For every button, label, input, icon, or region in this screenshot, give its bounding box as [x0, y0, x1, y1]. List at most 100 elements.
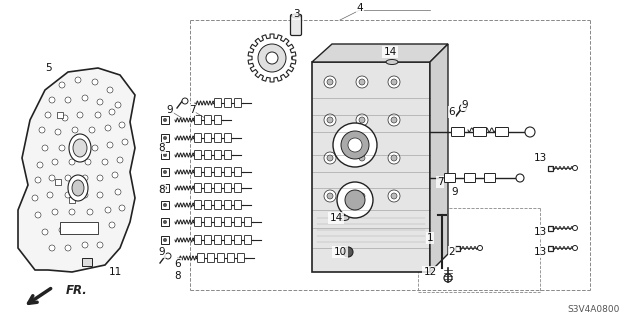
Bar: [548, 166, 553, 170]
FancyBboxPatch shape: [225, 218, 232, 226]
Circle shape: [55, 129, 61, 135]
Circle shape: [391, 117, 397, 123]
Text: 9: 9: [452, 187, 458, 197]
Text: 5: 5: [45, 63, 51, 73]
FancyBboxPatch shape: [214, 133, 221, 143]
Bar: [312, 62, 430, 272]
Circle shape: [341, 131, 369, 159]
FancyBboxPatch shape: [207, 254, 214, 263]
Text: 7: 7: [436, 177, 444, 187]
Circle shape: [345, 190, 365, 210]
Circle shape: [573, 246, 577, 250]
Text: 4: 4: [356, 3, 364, 13]
Circle shape: [391, 79, 397, 85]
Circle shape: [327, 155, 333, 161]
FancyBboxPatch shape: [214, 167, 221, 176]
Circle shape: [359, 79, 365, 85]
Bar: [161, 168, 169, 176]
Circle shape: [388, 190, 400, 202]
FancyBboxPatch shape: [225, 183, 232, 192]
Circle shape: [248, 34, 296, 82]
Circle shape: [97, 192, 103, 198]
Bar: [161, 116, 169, 124]
Bar: [161, 134, 169, 142]
Circle shape: [92, 225, 98, 231]
Text: 6: 6: [449, 107, 455, 117]
Circle shape: [82, 95, 88, 101]
Text: 14: 14: [383, 47, 397, 57]
Circle shape: [122, 139, 128, 145]
FancyBboxPatch shape: [244, 218, 252, 226]
Ellipse shape: [292, 14, 300, 18]
Circle shape: [59, 82, 65, 88]
FancyBboxPatch shape: [225, 133, 232, 143]
FancyBboxPatch shape: [214, 115, 221, 124]
Bar: [60, 222, 98, 234]
FancyBboxPatch shape: [195, 218, 202, 226]
FancyBboxPatch shape: [214, 151, 221, 160]
Polygon shape: [430, 44, 448, 272]
Circle shape: [388, 76, 400, 88]
Circle shape: [105, 207, 111, 213]
Text: 13: 13: [533, 247, 547, 257]
FancyBboxPatch shape: [451, 128, 465, 137]
Circle shape: [163, 186, 167, 190]
Text: FR.: FR.: [66, 284, 88, 296]
FancyBboxPatch shape: [225, 201, 232, 210]
Bar: [82, 258, 92, 266]
Circle shape: [52, 159, 58, 165]
Circle shape: [327, 79, 333, 85]
Text: 9: 9: [166, 105, 173, 115]
Ellipse shape: [73, 139, 87, 157]
Circle shape: [107, 142, 113, 148]
FancyBboxPatch shape: [234, 201, 241, 210]
FancyBboxPatch shape: [495, 128, 509, 137]
Circle shape: [89, 127, 95, 133]
FancyBboxPatch shape: [195, 201, 202, 210]
Text: 13: 13: [533, 153, 547, 163]
FancyBboxPatch shape: [205, 235, 211, 244]
Circle shape: [62, 115, 68, 121]
Circle shape: [87, 209, 93, 215]
Bar: [548, 246, 553, 250]
Bar: [161, 236, 169, 244]
Text: 8: 8: [159, 185, 165, 195]
Text: 9: 9: [159, 247, 165, 257]
FancyBboxPatch shape: [205, 218, 211, 226]
Circle shape: [37, 162, 43, 168]
Circle shape: [42, 229, 48, 235]
Circle shape: [49, 245, 55, 251]
Circle shape: [109, 222, 115, 228]
Text: 12: 12: [424, 267, 436, 277]
FancyBboxPatch shape: [195, 133, 202, 143]
Ellipse shape: [68, 175, 88, 201]
Circle shape: [65, 97, 71, 103]
Circle shape: [59, 145, 65, 151]
Circle shape: [47, 192, 53, 198]
Bar: [161, 151, 169, 159]
Circle shape: [266, 52, 278, 64]
Circle shape: [92, 79, 98, 85]
Circle shape: [115, 189, 121, 195]
Circle shape: [92, 145, 98, 151]
Circle shape: [69, 159, 75, 165]
Circle shape: [75, 142, 81, 148]
Text: 13: 13: [533, 227, 547, 237]
Bar: [55, 179, 61, 185]
Circle shape: [163, 220, 167, 224]
Circle shape: [324, 152, 336, 164]
Circle shape: [348, 138, 362, 152]
Ellipse shape: [339, 216, 349, 220]
FancyBboxPatch shape: [445, 174, 456, 182]
Circle shape: [39, 127, 45, 133]
FancyBboxPatch shape: [218, 254, 225, 263]
FancyBboxPatch shape: [227, 254, 234, 263]
FancyBboxPatch shape: [244, 235, 252, 244]
Text: 14: 14: [330, 213, 342, 223]
Circle shape: [45, 112, 51, 118]
Circle shape: [163, 238, 167, 242]
Circle shape: [388, 114, 400, 126]
Circle shape: [115, 102, 121, 108]
Circle shape: [163, 153, 167, 157]
Circle shape: [444, 274, 452, 282]
